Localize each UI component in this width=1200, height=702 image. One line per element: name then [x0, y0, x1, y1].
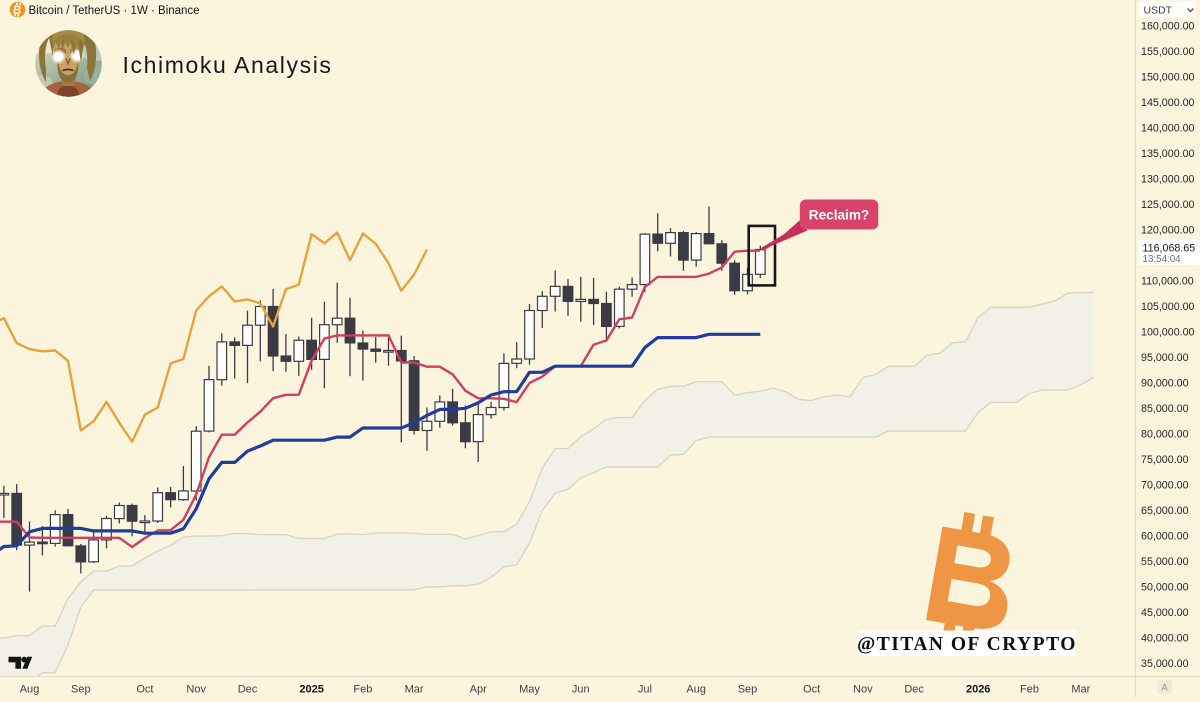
svg-text:Nov: Nov — [186, 684, 206, 696]
svg-text:2026: 2026 — [966, 684, 990, 696]
svg-text:Jul: Jul — [638, 684, 652, 696]
svg-text:Oct: Oct — [803, 684, 820, 696]
svg-text:Feb: Feb — [1020, 684, 1039, 696]
svg-text:160,000.00: 160,000.00 — [1141, 20, 1195, 32]
svg-text:Mar: Mar — [405, 684, 424, 696]
svg-text:Apr: Apr — [470, 684, 487, 696]
svg-text:55,000.00: 55,000.00 — [1141, 556, 1189, 568]
svg-text:85,000.00: 85,000.00 — [1141, 403, 1189, 415]
svg-text:Jun: Jun — [572, 684, 590, 696]
svg-text:May: May — [519, 684, 540, 696]
svg-text:130,000.00: 130,000.00 — [1141, 173, 1195, 185]
svg-text:Reclaim?: Reclaim? — [809, 208, 869, 223]
svg-text:Oct: Oct — [136, 684, 153, 696]
svg-text:65,000.00: 65,000.00 — [1141, 505, 1189, 517]
svg-text:100,000.00: 100,000.00 — [1141, 326, 1195, 338]
svg-text:80,000.00: 80,000.00 — [1141, 428, 1189, 440]
svg-text:125,000.00: 125,000.00 — [1141, 199, 1195, 211]
svg-text:105,000.00: 105,000.00 — [1141, 301, 1195, 313]
svg-text:40,000.00: 40,000.00 — [1141, 632, 1189, 644]
svg-text:Mar: Mar — [1071, 684, 1090, 696]
svg-text:A: A — [1161, 683, 1168, 694]
svg-text:150,000.00: 150,000.00 — [1141, 71, 1195, 83]
svg-text:75,000.00: 75,000.00 — [1141, 454, 1189, 466]
svg-text:Feb: Feb — [353, 684, 372, 696]
svg-text:45,000.00: 45,000.00 — [1141, 607, 1189, 619]
svg-text:155,000.00: 155,000.00 — [1141, 46, 1195, 58]
svg-text:Aug: Aug — [686, 684, 706, 696]
svg-text:70,000.00: 70,000.00 — [1141, 479, 1189, 491]
svg-text:120,000.00: 120,000.00 — [1141, 224, 1195, 236]
svg-text:Ichimoku Analysis: Ichimoku Analysis — [123, 52, 333, 78]
svg-text:50,000.00: 50,000.00 — [1141, 581, 1189, 593]
svg-text:95,000.00: 95,000.00 — [1141, 352, 1189, 364]
svg-text:110,000.00: 110,000.00 — [1141, 275, 1194, 287]
svg-text:@TITAN OF CRYPTO: @TITAN OF CRYPTO — [857, 634, 1077, 655]
svg-text:145,000.00: 145,000.00 — [1141, 97, 1195, 109]
svg-text:Sep: Sep — [738, 684, 758, 696]
svg-text:13:54:04: 13:54:04 — [1143, 254, 1182, 265]
svg-text:90,000.00: 90,000.00 — [1141, 377, 1189, 389]
svg-text:Dec: Dec — [904, 684, 924, 696]
svg-text:Aug: Aug — [20, 684, 40, 696]
svg-text:Nov: Nov — [853, 684, 873, 696]
svg-text:Dec: Dec — [238, 684, 258, 696]
svg-text:2025: 2025 — [299, 684, 323, 696]
svg-text:35,000.00: 35,000.00 — [1141, 658, 1189, 670]
svg-text:Sep: Sep — [71, 684, 91, 696]
svg-text:USDT: USDT — [1144, 5, 1173, 17]
svg-text:Bitcoin / TetherUS · 1W · Bina: Bitcoin / TetherUS · 1W · Binance — [29, 5, 200, 17]
svg-text:140,000.00: 140,000.00 — [1141, 122, 1195, 134]
svg-text:60,000.00: 60,000.00 — [1141, 530, 1189, 542]
svg-text:116,068.65: 116,068.65 — [1143, 243, 1196, 255]
svg-text:135,000.00: 135,000.00 — [1141, 148, 1195, 160]
